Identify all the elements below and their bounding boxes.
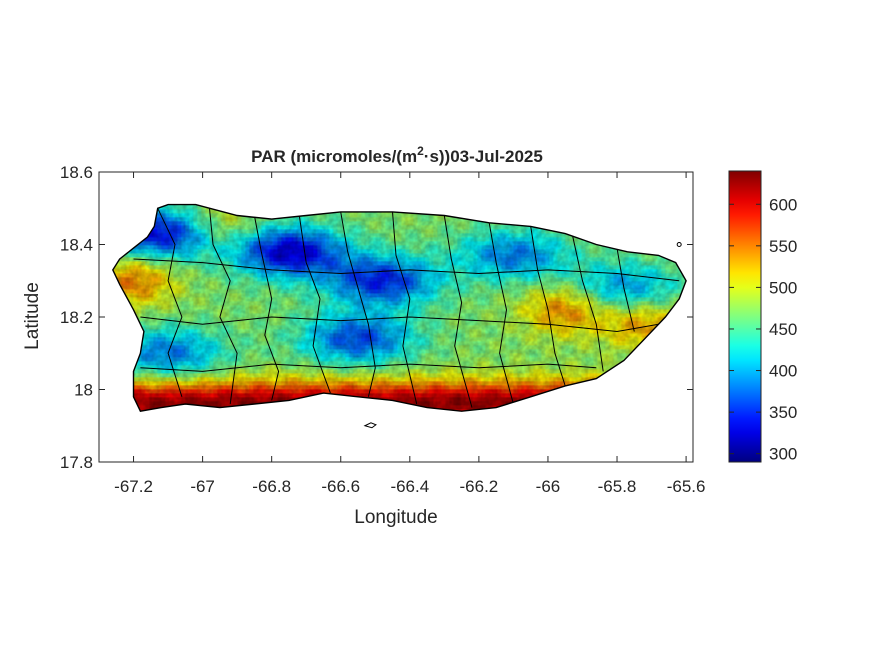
chart-title: PAR (micromoles/(m2·s))03-Jul-2025 — [251, 144, 543, 166]
title-superscript: 2 — [417, 144, 424, 158]
plot-area — [98, 171, 694, 463]
